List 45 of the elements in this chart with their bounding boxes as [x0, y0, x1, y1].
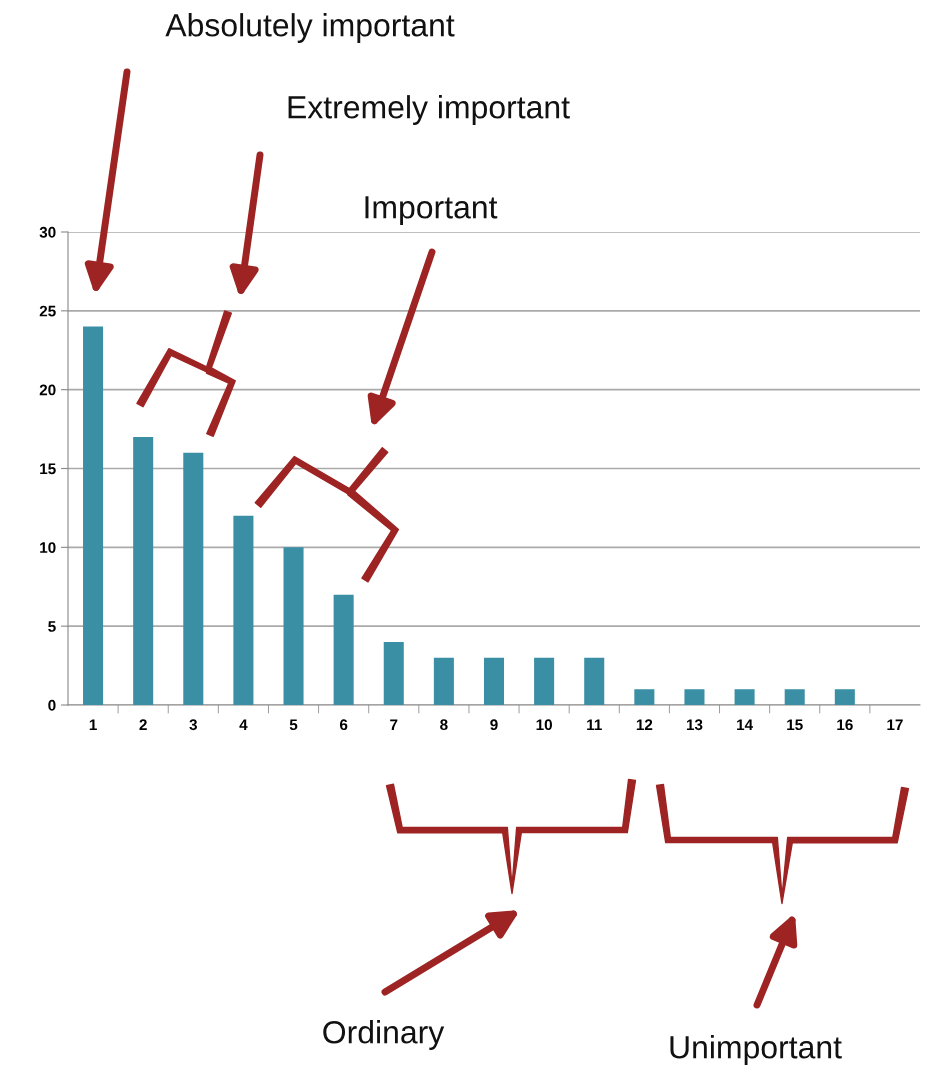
text: Absolutely important — [165, 13, 455, 43]
y-tick-label: 15 — [40, 463, 56, 475]
x-tick-label: 8 — [440, 719, 448, 731]
bar — [183, 452, 204, 705]
x-tick-label: 5 — [289, 719, 298, 731]
x-tick-label: 6 — [339, 719, 348, 731]
x-tick-label: 3 — [189, 719, 197, 731]
bar — [283, 547, 304, 705]
bar — [83, 326, 104, 705]
y-tick-label: 5 — [48, 621, 56, 632]
text: Unimportant — [670, 1035, 842, 1065]
bar — [133, 436, 154, 705]
bar — [834, 689, 855, 705]
x-tick-label: 16 — [837, 719, 853, 731]
y-tick-label: 25 — [39, 305, 56, 317]
x-tick-label: 2 — [139, 719, 147, 730]
bar — [233, 515, 254, 705]
y-tick-label: 20 — [39, 384, 56, 396]
text: Ordinary — [323, 1020, 445, 1050]
text: Extremely important — [288, 95, 570, 125]
bar — [684, 689, 705, 705]
x-tick-label: 9 — [490, 719, 498, 731]
bar — [333, 594, 354, 705]
x-tick-label: 12 — [636, 719, 653, 730]
x-tick-label: 11 — [587, 719, 602, 730]
bar — [634, 689, 655, 705]
bar — [433, 657, 454, 705]
text: Important — [365, 196, 498, 225]
y-tick-label: 30 — [39, 226, 56, 238]
bar — [734, 689, 755, 705]
x-tick-label: 7 — [390, 719, 398, 730]
x-tick-label: 10 — [536, 719, 552, 731]
bar — [784, 689, 805, 705]
x-tick-label: 4 — [239, 719, 248, 730]
bar — [483, 657, 505, 705]
x-tick-label: 13 — [686, 719, 703, 731]
x-tick-label: 14 — [737, 719, 753, 730]
y-tick-label: 10 — [40, 542, 56, 554]
x-tick-label: 1 — [89, 719, 97, 730]
bar — [584, 657, 605, 705]
x-tick-label: 17 — [887, 719, 903, 730]
bar — [534, 657, 555, 705]
x-tick-label: 15 — [787, 719, 803, 731]
y-tick-label: 0 — [48, 699, 56, 711]
bar — [383, 641, 404, 705]
